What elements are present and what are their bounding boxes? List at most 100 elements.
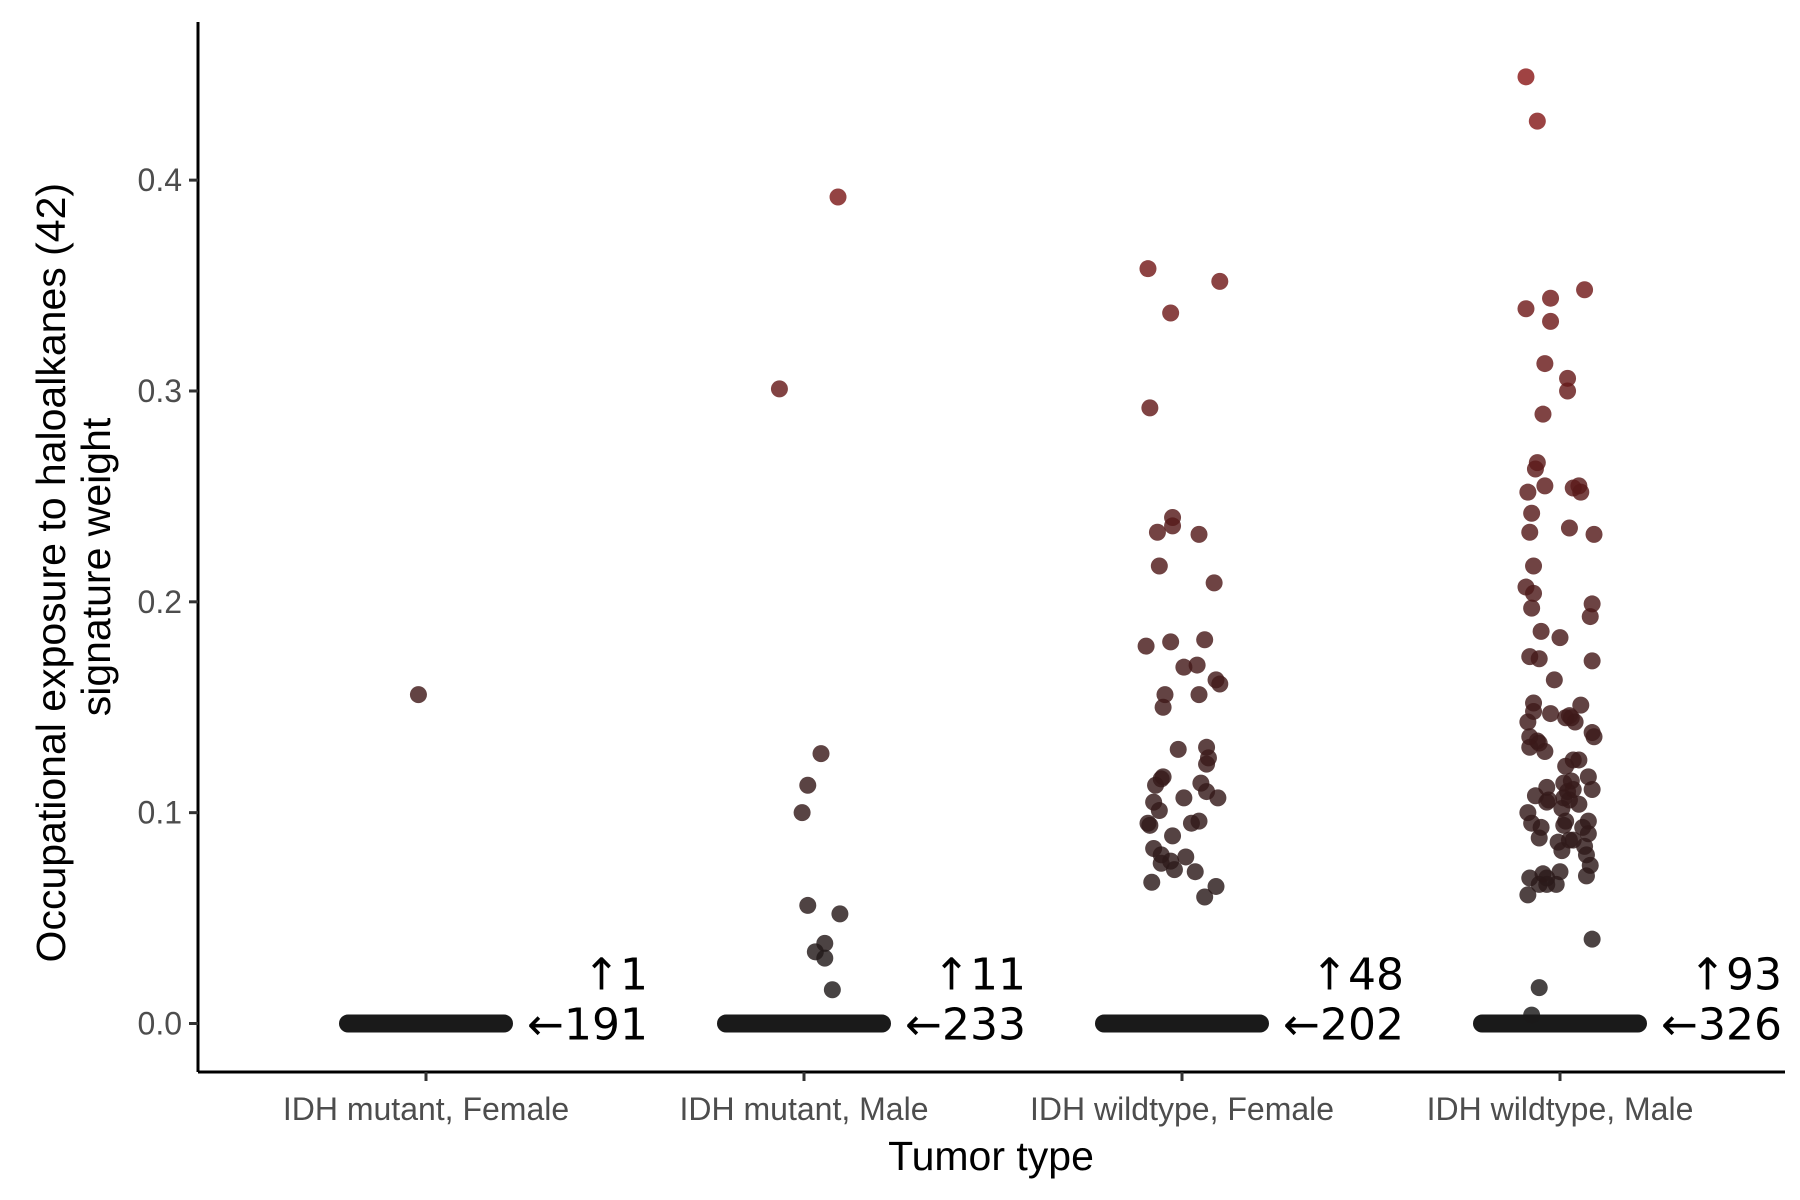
data-point — [1150, 557, 1168, 575]
data-point — [1147, 776, 1165, 794]
data-point — [799, 896, 817, 914]
data-point — [1169, 740, 1187, 758]
data-point — [1525, 584, 1543, 602]
count-labels: ↑1←191 ↑11←233 ↑48←202 ↑93←326 — [527, 950, 1782, 1051]
data-point — [1547, 875, 1565, 893]
data-point — [793, 804, 811, 822]
data-point — [1583, 930, 1601, 948]
x-tick-label: IDH mutant, Male — [680, 1091, 929, 1127]
data-point — [1148, 523, 1166, 541]
data-point — [812, 745, 830, 763]
data-point — [1517, 68, 1535, 86]
data-point — [1521, 738, 1539, 756]
data-point — [1572, 696, 1590, 714]
data-point — [1536, 355, 1554, 373]
y-axis-title-line-2: signature weight — [73, 417, 119, 716]
data-point — [1519, 713, 1537, 731]
data-point — [1156, 686, 1174, 704]
data-point — [1177, 848, 1195, 866]
data-point — [1188, 656, 1206, 674]
nonzero-count-label: ↑11 — [933, 950, 1026, 1001]
data-point — [1538, 793, 1556, 811]
data-point — [1570, 795, 1588, 813]
y-tick-label: 0.1 — [138, 795, 182, 831]
data-point — [1585, 525, 1603, 543]
data-point — [1532, 622, 1550, 640]
data-point — [1528, 112, 1546, 130]
data-point — [1196, 888, 1214, 906]
data-point — [1572, 483, 1590, 501]
data-point — [1209, 789, 1227, 807]
x-axis-ticks: IDH mutant, Female IDH mutant, Male IDH wi… — [283, 1072, 1694, 1127]
data-point — [1570, 751, 1588, 769]
data-point — [1175, 789, 1193, 807]
x-axis-title: Tumor type — [888, 1133, 1094, 1179]
data-point — [1207, 877, 1225, 895]
data-point — [409, 686, 427, 704]
y-tick-label: 0.4 — [138, 162, 182, 198]
data-point — [1553, 842, 1571, 860]
data-point — [1137, 637, 1155, 655]
x-tick-label: IDH wildtype, Male — [1427, 1091, 1694, 1127]
data-point — [1557, 812, 1575, 830]
x-tick-label: IDH mutant, Female — [283, 1091, 569, 1127]
data-point — [1175, 658, 1193, 676]
data-point — [1577, 867, 1595, 885]
data-point — [1551, 629, 1569, 647]
data-point — [1190, 686, 1208, 704]
data-point — [1566, 713, 1584, 731]
y-axis-title: Occupational exposure to haloalkanes (42… — [28, 172, 119, 963]
data-point — [1141, 399, 1159, 417]
data-point — [1530, 829, 1548, 847]
y-axis-ticks: 0.0 0.1 0.2 0.3 0.4 — [138, 162, 198, 1042]
data-point — [1519, 483, 1537, 501]
data-point — [1560, 519, 1578, 537]
data-point — [1534, 405, 1552, 423]
data-point — [1196, 631, 1214, 649]
data-point — [1530, 650, 1548, 668]
zero-count-label: ←233 — [905, 1000, 1026, 1051]
data-point — [1557, 757, 1575, 775]
data-point — [1162, 304, 1180, 322]
data-point — [1583, 780, 1601, 798]
zero-count-label: ←202 — [1283, 1000, 1404, 1051]
data-point — [1211, 272, 1229, 290]
data-point — [770, 380, 788, 398]
data-point — [1536, 743, 1554, 761]
data-point — [1523, 1006, 1541, 1024]
data-point — [1190, 525, 1208, 543]
data-point — [816, 949, 834, 967]
data-point — [829, 188, 847, 206]
data-point — [1536, 477, 1554, 495]
data-point — [1525, 557, 1543, 575]
zero-count-label: ←191 — [527, 1000, 648, 1051]
data-point — [1523, 504, 1541, 522]
data-point — [1150, 802, 1168, 820]
data-point — [1211, 675, 1229, 693]
data-point — [1143, 873, 1161, 891]
data-point — [1542, 705, 1560, 723]
y-tick-label: 0.3 — [138, 373, 182, 409]
data-point — [1205, 574, 1223, 592]
data-point — [1182, 814, 1200, 832]
data-points — [409, 68, 1603, 1024]
y-tick-label: 0.0 — [138, 1006, 182, 1042]
data-point — [1164, 827, 1182, 845]
data-point — [1581, 608, 1599, 626]
data-point — [1162, 633, 1180, 651]
data-point — [1559, 382, 1577, 400]
data-point — [1517, 300, 1535, 318]
nonzero-count-label: ↑1 — [583, 950, 648, 1001]
data-point — [1141, 816, 1159, 834]
data-point — [823, 981, 841, 999]
data-point — [1139, 260, 1157, 278]
data-point — [1523, 599, 1541, 617]
y-axis-title-line-1: Occupational exposure to haloalkanes (42… — [28, 183, 74, 962]
data-point — [1545, 671, 1563, 689]
data-point — [1154, 698, 1172, 716]
data-point — [1583, 595, 1601, 613]
data-point — [1164, 517, 1182, 535]
data-point — [1585, 728, 1603, 746]
zero-count-label: ←326 — [1661, 1000, 1782, 1051]
